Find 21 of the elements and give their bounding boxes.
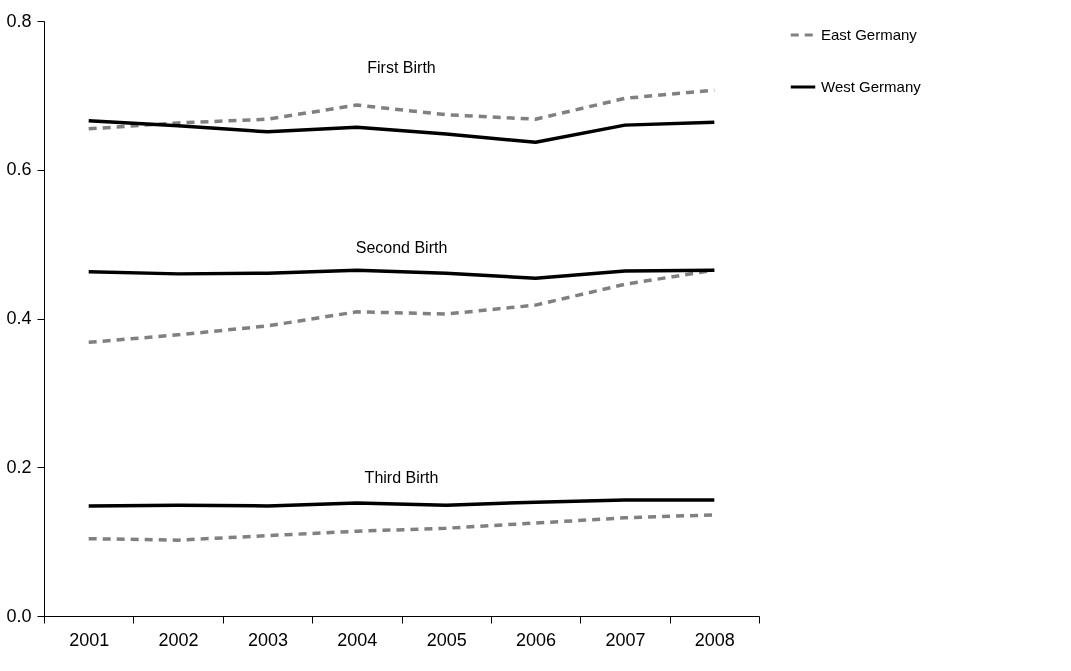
x-tick-label: 2003 bbox=[247, 629, 288, 650]
y-tick-label: 0.4 bbox=[6, 308, 32, 328]
y-tick-label: 0.8 bbox=[6, 10, 32, 31]
x-tick-label: 2004 bbox=[337, 629, 378, 650]
line-series bbox=[86, 118, 717, 144]
legend-label: East Germany bbox=[821, 26, 918, 43]
y-tick-label: 0.2 bbox=[6, 456, 32, 477]
line-series bbox=[86, 268, 717, 281]
y-tick-label: 0.0 bbox=[6, 605, 32, 626]
annotation: First Birth bbox=[367, 59, 436, 77]
x-tick-label: 2001 bbox=[69, 629, 110, 650]
annotation: Third Birth bbox=[364, 468, 439, 486]
y-tick-label: 0.6 bbox=[6, 159, 32, 180]
x-tick-label: 2006 bbox=[516, 629, 557, 650]
x-tick-label: 2002 bbox=[158, 629, 199, 650]
line-series bbox=[86, 268, 717, 345]
legend-label: West Germany bbox=[821, 78, 922, 95]
x-tick-label: 2008 bbox=[694, 629, 735, 650]
x-tick-label: 2005 bbox=[426, 629, 467, 650]
x-tick-label: 2007 bbox=[605, 629, 646, 650]
annotation: Second Birth bbox=[355, 239, 448, 257]
